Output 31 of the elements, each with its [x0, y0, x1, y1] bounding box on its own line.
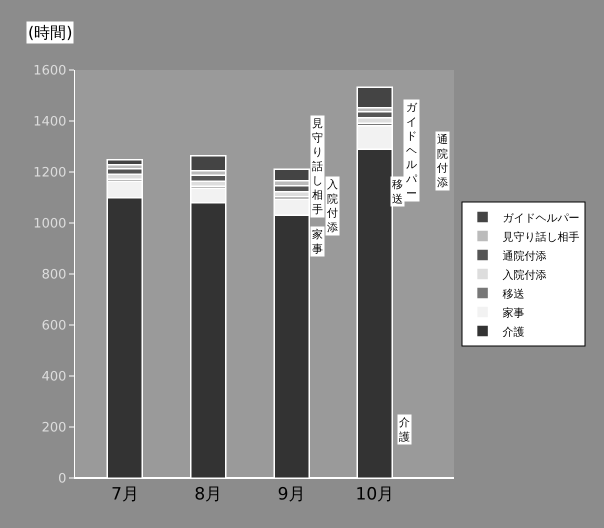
bar [356, 86, 394, 108]
y-tick-label: 200 [42, 420, 66, 436]
y-tick-label: 0 [58, 472, 66, 487]
annotation: ガイドヘルパー [405, 101, 418, 200]
annotation: 入院付添 [327, 178, 338, 234]
y-tick-label: 400 [42, 370, 66, 385]
x-tick-label: 8月 [194, 484, 222, 504]
y-tick-label: 800 [42, 268, 66, 283]
bar [106, 159, 144, 166]
annotation: 見守り話し相手 [312, 117, 323, 216]
legend-label: ガイドヘルパー [502, 211, 580, 224]
legend-label: 移送 [502, 287, 525, 300]
legend-label: 家事 [502, 306, 525, 320]
y-tick-label: 1000 [33, 216, 66, 232]
x-tick-label: 10月 [356, 484, 394, 504]
x-tick-label: 9月 [278, 484, 306, 504]
y-tick-label: 1400 [33, 114, 66, 130]
y-tick-label: 1200 [33, 166, 66, 181]
y-axis-title: (時間) [28, 23, 72, 42]
annotation: 介護 [399, 416, 410, 444]
legend-label: 見守り話し相手 [502, 230, 580, 244]
legend-label: 入院付添 [502, 268, 547, 282]
annotation: 通院付添 [437, 133, 448, 189]
y-tick-label: 1600 [33, 64, 66, 79]
annotation: 移送 [392, 178, 403, 206]
annotation: 家事 [312, 228, 323, 256]
x-tick-label: 7月 [111, 484, 139, 504]
y-tick-label: 600 [42, 318, 66, 334]
legend-label: 介護 [502, 325, 525, 338]
bar [190, 154, 227, 172]
legend-label: 通院付添 [502, 249, 547, 262]
